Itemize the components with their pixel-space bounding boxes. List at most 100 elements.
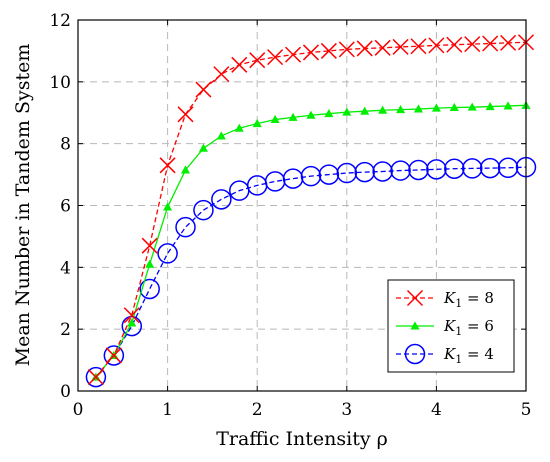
data-point (446, 36, 463, 53)
data-point (372, 161, 393, 182)
data-point (177, 106, 194, 123)
data-point (157, 243, 178, 264)
data-point (105, 347, 122, 364)
legend-marker (406, 289, 424, 307)
y-tick-label: 4 (60, 258, 71, 278)
data-point (234, 123, 244, 132)
y-tick-label: 12 (49, 11, 71, 31)
data-point (249, 52, 266, 69)
data-point (461, 158, 483, 179)
data-point (497, 157, 519, 179)
x-tick-label: 3 (341, 400, 352, 420)
data-point (267, 49, 284, 66)
y-tick-label: 6 (60, 197, 71, 217)
data-point (428, 37, 445, 54)
data-point (324, 109, 334, 118)
data-point (354, 161, 375, 183)
data-point (318, 164, 340, 185)
x-tick-label: 5 (521, 400, 532, 420)
data-point (252, 118, 262, 128)
data-point (141, 237, 158, 254)
data-point (175, 216, 196, 238)
x-tick-label: 1 (162, 400, 173, 420)
data-point (127, 318, 137, 327)
data-point (342, 107, 352, 116)
data-point (479, 157, 501, 179)
data-point (374, 39, 391, 56)
data-point (195, 81, 212, 98)
data-point (211, 189, 232, 210)
data-point (503, 101, 513, 110)
data-point (431, 103, 441, 112)
data-point (288, 112, 298, 121)
x-tick-label: 4 (431, 400, 442, 420)
data-point (302, 44, 319, 61)
data-point (485, 101, 495, 111)
data-point (426, 159, 447, 180)
data-point (360, 106, 370, 115)
legend-marker (410, 321, 420, 330)
data-point (338, 41, 355, 58)
data-point (121, 315, 143, 337)
y-tick-label: 2 (60, 320, 71, 340)
data-point (85, 366, 107, 388)
series-circle (85, 156, 537, 388)
data-point (336, 162, 358, 184)
data-point (378, 105, 388, 114)
data-point (390, 160, 411, 181)
data-point (396, 105, 406, 114)
data-point (392, 38, 409, 55)
data-point (213, 66, 230, 83)
data-point (482, 35, 499, 52)
data-point (145, 259, 155, 268)
data-point (285, 46, 302, 63)
data-point (413, 104, 423, 113)
series-line (95, 166, 527, 378)
data-point (163, 202, 173, 211)
data-point (356, 40, 373, 57)
legend-label: K1 = 4 (443, 345, 494, 366)
data-point (159, 157, 176, 174)
x-axis-label: Traffic Intensity ρ (216, 428, 388, 450)
legend-label: K1 = 8 (443, 289, 494, 310)
y-axis-label: Mean Number in Tandem System (12, 44, 34, 367)
data-point (123, 307, 140, 324)
legend-item: K1 = 6 (396, 317, 494, 338)
data-point (300, 165, 322, 187)
y-tick-label: 10 (49, 73, 71, 93)
data-point (500, 34, 517, 51)
data-point (139, 278, 160, 300)
legend-item: K1 = 4 (396, 343, 494, 366)
x-tick-label: 2 (252, 400, 263, 420)
series-triangle (91, 100, 531, 381)
data-point (87, 369, 104, 386)
data-point (198, 143, 208, 152)
data-point (410, 38, 427, 55)
data-point (231, 56, 248, 73)
x-tick-label: 0 (73, 400, 84, 420)
legend-marker (404, 343, 426, 365)
y-tick-label: 0 (60, 382, 71, 402)
data-point (270, 114, 280, 124)
data-point (408, 159, 429, 181)
y-tick-label: 8 (60, 135, 71, 155)
data-point (216, 131, 226, 140)
legend-label: K1 = 6 (443, 317, 494, 338)
series-x (87, 34, 535, 386)
data-point (103, 345, 125, 366)
data-point (306, 110, 316, 119)
legend: K1 = 8 K1 = 6 K1 = 4 (387, 279, 515, 373)
data-point (264, 171, 286, 192)
data-point (467, 102, 477, 111)
series-layer (85, 34, 537, 388)
data-point (193, 199, 214, 221)
data-point (449, 102, 459, 111)
data-point (181, 165, 191, 174)
legend-item: K1 = 8 (396, 289, 494, 310)
data-point (464, 36, 481, 53)
data-point (320, 42, 337, 59)
data-point (444, 158, 465, 179)
